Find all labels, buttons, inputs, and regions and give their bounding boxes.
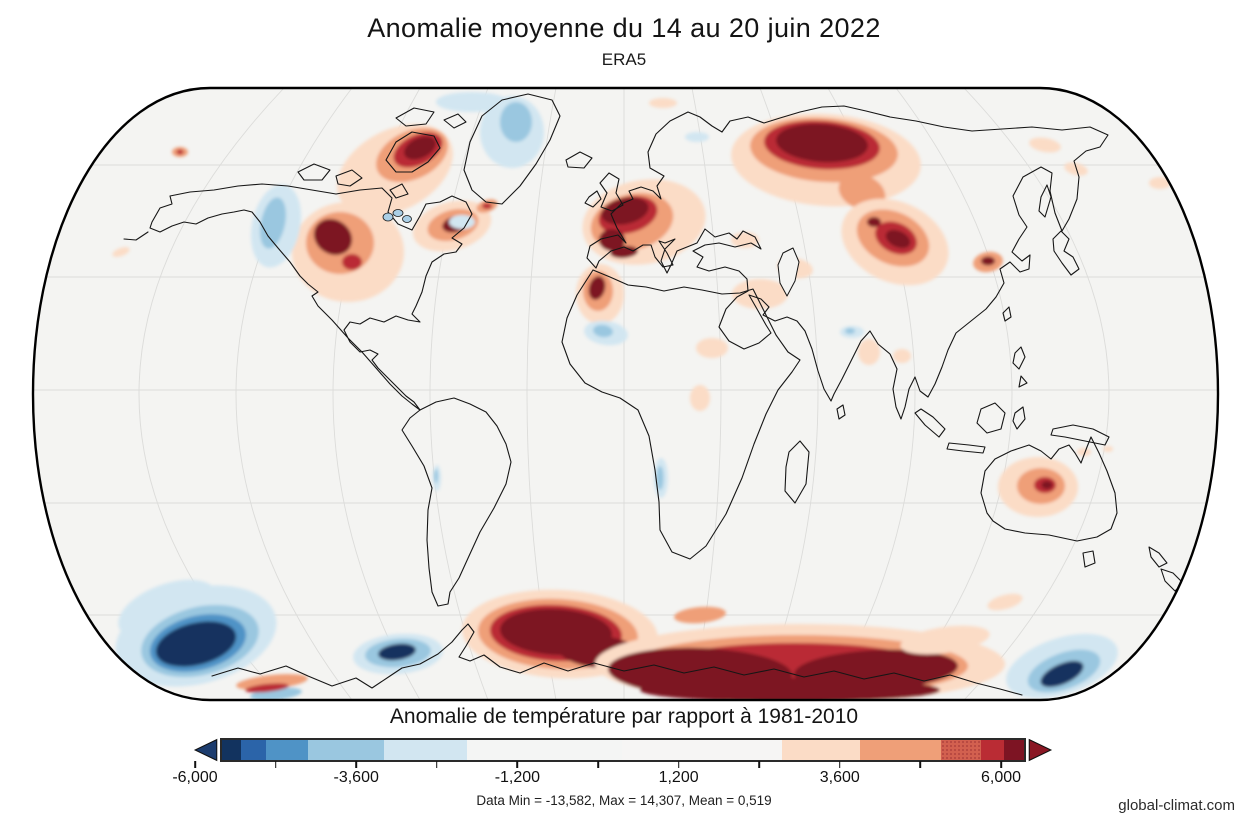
- colorbar-tick: [436, 761, 438, 768]
- map-frame: [31, 86, 1220, 702]
- colorbar-tick-label: 1,200: [658, 769, 699, 786]
- colorbar-label: Anomalie de température par rapport à 19…: [389, 705, 859, 728]
- colorbar-tick: [194, 761, 196, 768]
- colorbar-segment: [466, 740, 623, 760]
- colorbar-tick: [677, 761, 680, 768]
- colorbar-segment: [384, 740, 467, 760]
- colorbar-tick: [758, 761, 760, 768]
- colorbar-segment: [265, 740, 308, 760]
- colorbar-tick: [274, 761, 277, 768]
- coastlines: [123, 93, 1184, 696]
- colorbar-segment: [622, 740, 783, 760]
- colorbar-tick: [516, 761, 519, 768]
- colorbar-left-arrow-icon: [193, 738, 218, 762]
- colorbar-segment: [859, 740, 942, 760]
- colorbar-segment: [1004, 740, 1024, 760]
- colorbar-segment: [941, 740, 982, 760]
- colorbar-tick: [919, 761, 922, 768]
- anomaly-shading: [112, 92, 1171, 700]
- colorbar-tick-label: 3,600: [819, 769, 860, 786]
- colorbar-tick-label: -6,000: [172, 769, 218, 786]
- colorbar-tick: [1000, 761, 1002, 768]
- colorbar-segment: [222, 740, 241, 760]
- colorbar-segment: [307, 740, 385, 760]
- colorbar-segment: [240, 740, 266, 760]
- page-subtitle: ERA5: [601, 50, 647, 69]
- colorbar-ticks: -6,000 -3,600 -1,200 1,200 3,600 6,000: [172, 761, 1021, 803]
- colorbar-tick: [839, 761, 841, 768]
- colorbar-tick: [355, 761, 357, 768]
- colorbar-tick-label: -1,200: [494, 769, 541, 786]
- colorbar-tick-label: -3,600: [333, 769, 379, 786]
- colorbar-segment: [981, 740, 1005, 760]
- data-stats-note: Data Min = -13,582, Max = 14,307, Mean =…: [476, 793, 772, 808]
- colorbar-bar: [220, 738, 1026, 762]
- site-credit: global-climat.com: [1118, 797, 1235, 814]
- colorbar: [192, 737, 1058, 763]
- colorbar-tick-label: 6,000: [980, 769, 1022, 786]
- colorbar-right-arrow-icon: [1028, 738, 1053, 762]
- colorbar-tick: [597, 761, 599, 768]
- page-title: Anomalie moyenne du 14 au 20 juin 2022: [367, 13, 881, 43]
- colorbar-segment: [782, 740, 860, 760]
